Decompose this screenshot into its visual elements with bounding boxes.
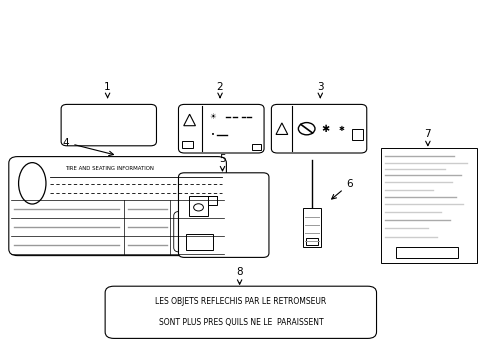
Text: TIRE AND SEATING INFORMATION: TIRE AND SEATING INFORMATION [65,166,154,171]
Bar [185,234,212,250]
Bar [351,129,362,140]
FancyBboxPatch shape [178,104,264,153]
Text: 7: 7 [424,129,430,146]
Text: 3: 3 [316,82,323,98]
Bar [189,196,207,216]
FancyBboxPatch shape [105,286,376,338]
Text: 8: 8 [236,267,243,284]
Bar [381,148,476,263]
Bar [182,141,192,148]
Text: ☀: ☀ [209,112,216,121]
Text: 2: 2 [216,82,223,98]
Bar [305,238,317,245]
Bar [302,208,320,247]
Bar [395,247,457,258]
Text: LES OBJETS REFLECHIS PAR LE RETROMSEUR: LES OBJETS REFLECHIS PAR LE RETROMSEUR [155,297,326,306]
Text: ✱: ✱ [337,126,343,132]
FancyBboxPatch shape [9,157,226,256]
Text: ✱: ✱ [321,124,329,134]
FancyBboxPatch shape [271,104,366,153]
Bar [251,144,260,150]
Bar [207,196,216,205]
FancyBboxPatch shape [61,104,156,146]
Text: 6: 6 [331,179,352,199]
FancyBboxPatch shape [178,173,268,257]
Text: 4: 4 [62,138,113,156]
Text: 1: 1 [104,82,111,98]
Text: SONT PLUS PRES QUILS NE LE  PARAISSENT: SONT PLUS PRES QUILS NE LE PARAISSENT [158,318,323,327]
Text: •: • [210,131,214,138]
Text: 5: 5 [219,154,225,171]
FancyBboxPatch shape [173,211,221,252]
